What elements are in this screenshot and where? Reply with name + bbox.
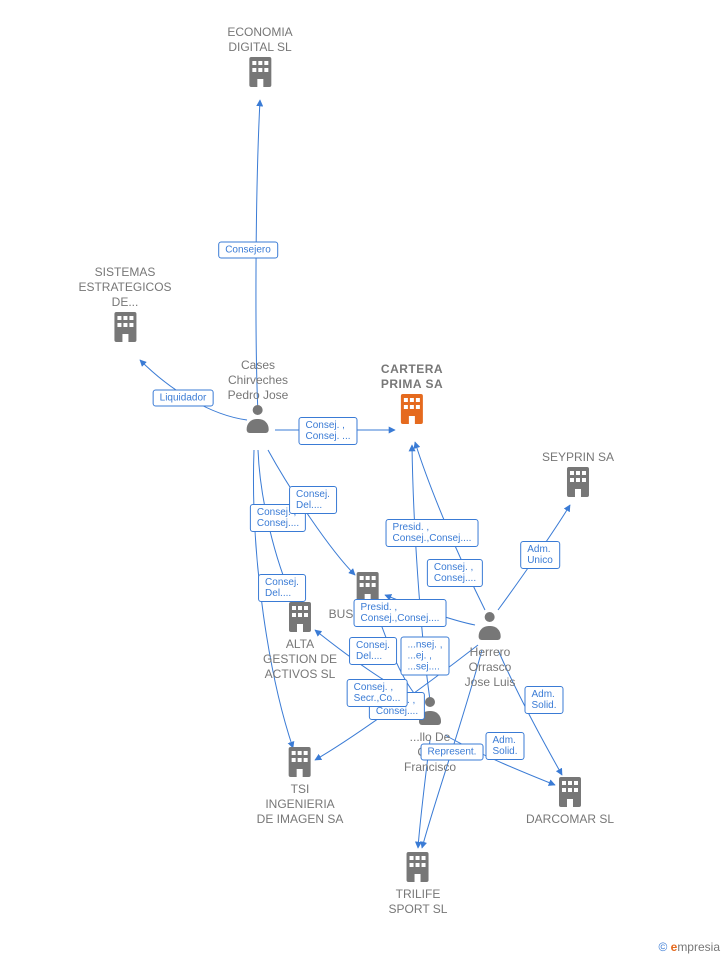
edge-label[interactable]: Consej. , Consej. ... (298, 417, 357, 445)
company-node[interactable]: SEYPRIN SA (542, 450, 614, 502)
edge-label[interactable]: Consej. Del.... (258, 574, 306, 602)
network-canvas: ECONOMIA DIGITAL SL SISTEMAS ESTRATEGICOS… (0, 0, 728, 960)
person-icon (245, 405, 271, 433)
edge-label[interactable]: Consej. Del.... (289, 486, 337, 514)
person-node[interactable]: Cases Chirveches Pedro Jose (228, 358, 289, 438)
node-label: TRILIFE SPORT SL (389, 887, 448, 917)
building-icon (355, 572, 381, 602)
building-icon (247, 57, 273, 87)
edge-label[interactable]: Presid. , Consej.,Consej.... (354, 599, 447, 627)
node-label: SEYPRIN SA (542, 450, 614, 465)
watermark: © empresia (658, 940, 720, 954)
building-icon (112, 312, 138, 342)
node-label: ECONOMIA DIGITAL SL (227, 25, 292, 55)
edge-label[interactable]: Liquidador (153, 390, 214, 407)
edge-label[interactable]: Adm. Solid. (524, 686, 563, 714)
edge-label[interactable]: Consej. Del.... (349, 637, 397, 665)
edge-label[interactable]: Consej. , Consej.... (427, 559, 483, 587)
building-icon (287, 602, 313, 632)
edge-label[interactable]: Presid. , Consej.,Consej.... (386, 519, 479, 547)
person-icon (477, 612, 503, 640)
edge-label[interactable]: Represent. (421, 744, 484, 761)
building-icon (399, 394, 425, 424)
node-label: DARCOMAR SL (526, 812, 614, 827)
edge-label[interactable]: Consejero (218, 242, 278, 259)
node-label: SISTEMAS ESTRATEGICOS DE... (78, 265, 171, 310)
company-node[interactable]: DARCOMAR SL (526, 775, 614, 827)
node-label: CARTERA PRIMA SA (381, 362, 443, 392)
node-label: ALTA GESTION DE ACTIVOS SL (263, 637, 337, 682)
company-node[interactable]: ALTA GESTION DE ACTIVOS SL (263, 600, 337, 682)
edges-layer (0, 0, 728, 960)
company-node[interactable]: ECONOMIA DIGITAL SL (227, 25, 292, 92)
node-label: Cases Chirveches Pedro Jose (228, 358, 289, 403)
node-label: TSI INGENIERIA DE IMAGEN SA (257, 782, 344, 827)
edge-label[interactable]: ...nsej. , ...ej. , ...sej.... (400, 637, 449, 676)
building-icon (557, 777, 583, 807)
building-icon (565, 467, 591, 497)
brand-rest: mpresia (677, 940, 720, 954)
edge-label[interactable]: Adm. Unico (520, 541, 560, 569)
company-node[interactable]: TRILIFE SPORT SL (389, 850, 448, 917)
edge-label[interactable]: Adm. Solid. (485, 732, 524, 760)
node-label: Herrero Orrasco Jose Luis (465, 645, 516, 690)
person-node[interactable]: Herrero Orrasco Jose Luis (465, 610, 516, 690)
company-node[interactable]: CARTERA PRIMA SA (381, 362, 443, 429)
building-icon (405, 852, 431, 882)
building-icon (287, 747, 313, 777)
copyright-symbol: © (658, 940, 667, 954)
edge-label[interactable]: Consej. , Secr.,Co... (347, 679, 408, 707)
company-node[interactable]: SISTEMAS ESTRATEGICOS DE... (78, 265, 171, 347)
company-node[interactable]: TSI INGENIERIA DE IMAGEN SA (257, 745, 344, 827)
